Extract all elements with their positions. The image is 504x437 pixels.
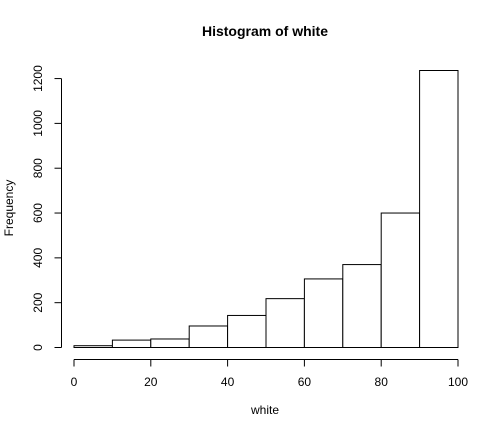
y-tick-label: 200	[31, 292, 45, 312]
x-tick-label: 40	[221, 375, 235, 389]
y-tick-label: 1200	[31, 65, 45, 92]
histogram-bar	[188, 325, 229, 349]
x-tick-label: 0	[71, 375, 78, 389]
histogram-bar	[150, 338, 190, 349]
y-axis-label: Frequency	[2, 180, 16, 237]
y-tick-label: 600	[31, 203, 45, 223]
histogram-bar	[342, 264, 382, 348]
x-tick-label: 60	[298, 375, 312, 389]
chart-title: Histogram of white	[202, 23, 328, 39]
x-axis: 0 20 40 60 80 100	[71, 359, 468, 389]
y-tick-label: 400	[31, 248, 45, 268]
x-tick-label: 100	[448, 375, 468, 389]
histogram-bar	[303, 278, 344, 348]
histogram-bar	[380, 212, 421, 348]
x-tick-label: 80	[375, 375, 389, 389]
histogram-bar	[265, 298, 305, 348]
y-tick-label: 1000	[31, 110, 45, 137]
x-axis-label: white	[250, 403, 279, 417]
y-tick-label: 800	[31, 158, 45, 178]
y-axis: 0 200 400 600 800 1000 1200	[31, 65, 62, 351]
bars-group	[73, 70, 459, 349]
histogram-bar	[111, 339, 152, 349]
histogram-bar	[419, 70, 459, 348]
histogram-bar	[73, 345, 113, 349]
x-tick-label: 20	[144, 375, 158, 389]
y-tick-label: 0	[31, 344, 45, 351]
histogram-bar	[227, 314, 267, 349]
